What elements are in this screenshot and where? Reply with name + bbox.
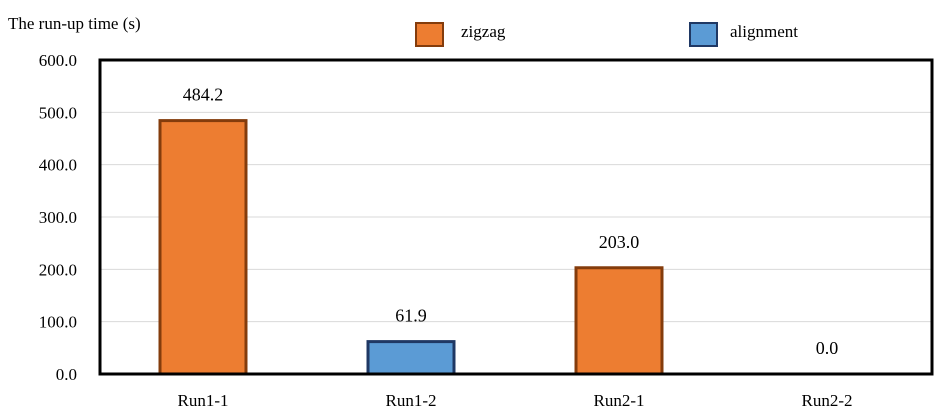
x-tick-label: Run1-1 <box>178 391 229 410</box>
data-label: 0.0 <box>816 338 839 358</box>
y-tick-label: 200.0 <box>39 260 77 279</box>
data-label: 61.9 <box>395 306 427 326</box>
bar-run1-1 <box>158 119 248 376</box>
data-label: 484.2 <box>183 85 224 105</box>
y-tick-label: 0.0 <box>56 365 77 384</box>
data-label: 203.0 <box>599 232 640 252</box>
y-tick-label: 400.0 <box>39 156 77 175</box>
legend-label-alignment: alignment <box>730 22 798 41</box>
legend-swatch-alignment <box>689 22 718 47</box>
bars <box>158 119 664 376</box>
y-tick-label: 300.0 <box>39 208 77 227</box>
x-tick-label: Run1-2 <box>386 391 437 410</box>
legend: zigzag alignment <box>415 22 798 47</box>
plot-frame <box>98 58 934 376</box>
x-tick-label: Run2-2 <box>802 391 853 410</box>
x-tick-label: Run2-1 <box>594 391 645 410</box>
bar-run1-2 <box>366 340 456 376</box>
y-axis-label: The run-up time (s) <box>8 14 141 33</box>
legend-label-zigzag: zigzag <box>461 22 506 41</box>
y-axis-ticks: 0.0 100.0 200.0 300.0 400.0 500.0 600.0 <box>39 51 77 384</box>
data-labels: 484.2 61.9 203.0 0.0 <box>183 85 839 358</box>
bar-run2-1 <box>574 266 664 376</box>
legend-swatch-zigzag <box>415 22 444 47</box>
y-tick-label: 100.0 <box>39 313 77 332</box>
x-axis-ticks: Run1-1 Run1-2 Run2-1 Run2-2 <box>178 391 853 410</box>
y-tick-label: 500.0 <box>39 103 77 122</box>
y-tick-label: 600.0 <box>39 51 77 70</box>
